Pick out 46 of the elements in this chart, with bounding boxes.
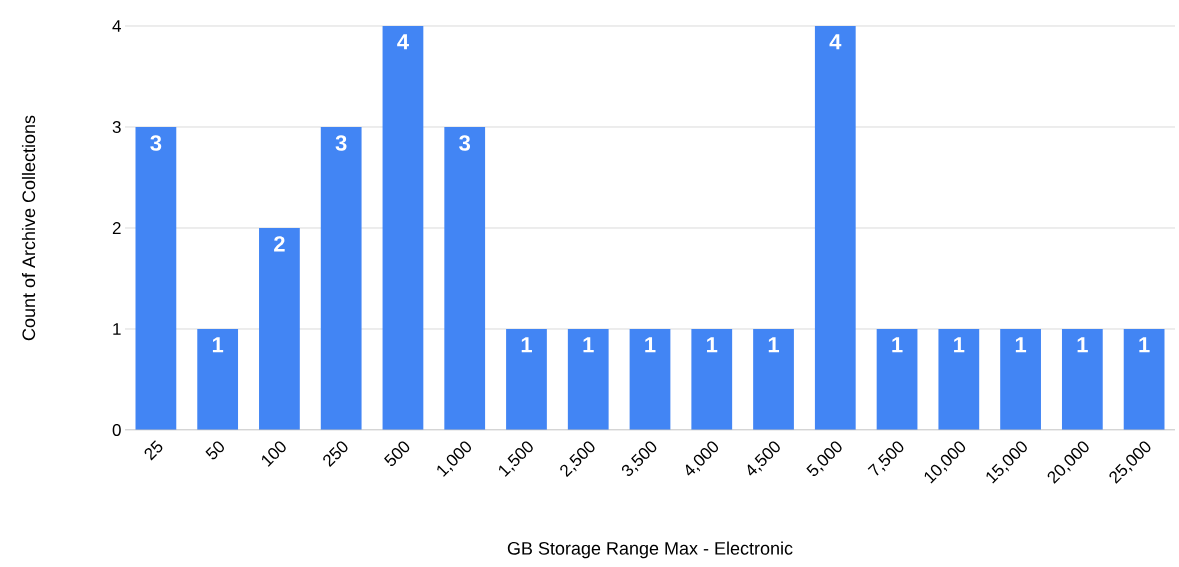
x-axis-title: GB Storage Range Max - Electronic	[507, 541, 793, 559]
data-label: 3	[150, 135, 162, 151]
bar	[506, 328, 547, 430]
data-label: 3	[459, 135, 471, 151]
bar	[938, 328, 980, 430]
bar	[1061, 328, 1103, 430]
bar	[259, 227, 300, 430]
data-label: 2	[274, 236, 285, 252]
x-tick-label: 250	[323, 441, 348, 468]
x-tick-label: 25	[144, 440, 163, 461]
data-label: 1	[645, 337, 656, 353]
bar	[1000, 328, 1041, 430]
bar	[753, 328, 794, 430]
bar	[876, 328, 918, 430]
bar	[814, 25, 856, 430]
y-tick-label: 4	[112, 20, 121, 32]
y-tick-label: 1	[113, 323, 121, 335]
data-label: 1	[1139, 337, 1150, 353]
bar	[382, 25, 424, 430]
data-label: 1	[1015, 337, 1027, 353]
data-label: 1	[954, 337, 965, 353]
bar	[197, 328, 239, 430]
data-label: 1	[583, 337, 594, 353]
data-label: 1	[768, 337, 780, 353]
x-tick-label: 50	[205, 441, 224, 460]
y-tick-label: 3	[112, 120, 121, 134]
bar	[320, 126, 362, 430]
data-label: 1	[892, 337, 903, 353]
bar	[691, 328, 733, 430]
bar	[567, 328, 609, 430]
bar	[444, 126, 486, 430]
x-tick-label: 500	[384, 441, 410, 466]
bar	[629, 328, 671, 430]
data-label: 1	[521, 337, 532, 353]
y-tick-label: 0	[112, 423, 121, 437]
data-label: 1	[707, 337, 718, 353]
y-axis-title: Count of Archive Collections	[21, 115, 36, 341]
bar	[135, 126, 177, 430]
data-label: 4	[829, 34, 842, 50]
bar	[1123, 328, 1165, 430]
data-label: 3	[335, 135, 347, 151]
data-label: 1	[1077, 337, 1088, 353]
data-label: 4	[397, 34, 409, 50]
x-tick-label: 100	[261, 441, 286, 467]
y-tick-label: 2	[112, 222, 121, 234]
data-label: 1	[212, 337, 224, 353]
